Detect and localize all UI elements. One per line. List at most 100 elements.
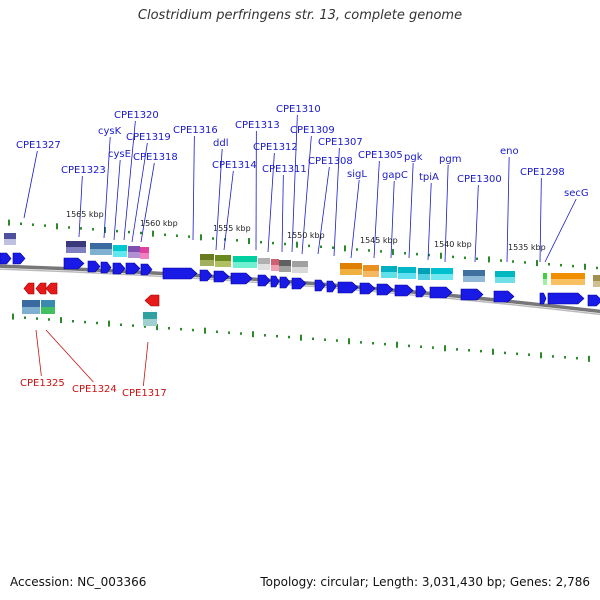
protein-feature (279, 260, 291, 272)
tick-mark (324, 338, 326, 341)
forward-gene-arrow (493, 290, 515, 303)
forward-gene-label: tpiA (419, 172, 439, 183)
forward-gene-label: eno (500, 146, 519, 157)
tick-mark (452, 255, 454, 259)
leader-line (333, 147, 340, 257)
tick-mark (384, 342, 386, 346)
leader-line (408, 162, 414, 259)
tick-mark (404, 251, 406, 255)
tick-mark (396, 341, 398, 348)
tick-mark (48, 318, 50, 321)
forward-gene-label: secG (564, 188, 589, 199)
forward-gene-arrow (162, 267, 198, 280)
leader-line (390, 180, 395, 259)
tick-mark (444, 345, 446, 352)
forward-gene-label: CPE1312 (253, 142, 298, 153)
tick-mark (192, 328, 194, 332)
scale-label: 1565 kbp (66, 210, 104, 219)
forward-gene-arrow (257, 274, 271, 287)
tick-mark (332, 246, 334, 249)
leader-line (291, 114, 298, 253)
tick-mark (540, 352, 542, 359)
tick-mark (476, 257, 478, 260)
tick-mark (552, 355, 554, 358)
tick-mark (236, 239, 238, 242)
forward-gene-arrow (376, 283, 394, 296)
reverse-gene-arrow (35, 282, 47, 295)
tick-mark (12, 313, 14, 320)
protein-feature (140, 247, 149, 259)
protein-feature (90, 243, 112, 255)
forward-gene-arrow (337, 281, 359, 294)
forward-gene-arrow (547, 292, 585, 305)
protein-feature (22, 300, 40, 314)
tick-mark (204, 327, 206, 334)
gene-labels: CPE1327CPE1323cysKcysECPE1320CPE1319CPE1… (16, 104, 589, 399)
tick-mark (32, 223, 34, 226)
protein-feature-bars (4, 233, 600, 326)
protein-feature (66, 241, 86, 253)
tick-mark (296, 241, 298, 248)
label-leader-lines (23, 114, 577, 387)
forward-gene-arrow (460, 288, 484, 301)
leader-line (373, 160, 380, 259)
tick-mark (456, 348, 458, 351)
tick-mark (524, 261, 526, 264)
leader-line (474, 184, 479, 263)
protein-feature (128, 246, 140, 258)
protein-feature (258, 258, 270, 270)
tick-mark (248, 238, 250, 245)
tick-mark (560, 263, 562, 267)
protein-feature (593, 275, 600, 287)
tick-mark (576, 356, 578, 360)
forward-gene-arrow (100, 261, 112, 274)
forward-gene-label: CPE1327 (16, 140, 61, 151)
forward-gene-arrow (270, 275, 280, 288)
forward-gene-label: CPE1318 (133, 152, 178, 163)
forward-gene-label: CPE1298 (520, 167, 565, 178)
forward-gene-label: CPE1307 (318, 137, 363, 148)
forward-gene-label: CPE1314 (212, 160, 257, 171)
forward-gene-label: pgm (439, 154, 461, 165)
tick-mark (132, 324, 134, 327)
tick-mark (464, 256, 466, 260)
tick-mark (564, 356, 566, 359)
tick-mark (188, 235, 190, 238)
tick-mark (72, 319, 74, 323)
leader-line (140, 162, 155, 243)
protein-feature (292, 261, 308, 273)
leader-line (544, 198, 577, 263)
tick-mark (180, 327, 182, 331)
leader-line (131, 142, 148, 243)
tick-mark (228, 331, 230, 334)
forward-gene-label: CPE1305 (358, 150, 403, 161)
tick-mark (356, 248, 358, 251)
tick-mark (36, 317, 38, 320)
protein-feature (143, 312, 157, 326)
tick-mark (368, 249, 370, 252)
tick-mark (24, 316, 26, 319)
leader-line (301, 135, 312, 255)
tick-mark (276, 334, 278, 338)
protein-feature (233, 256, 257, 268)
protein-feature (551, 273, 585, 285)
tick-mark (212, 237, 214, 240)
tick-mark (200, 234, 202, 241)
reverse-gene-arrow (23, 282, 35, 295)
forward-gene-arrow (359, 282, 376, 295)
tick-mark (80, 227, 82, 230)
accession-text: Accession: NC_003366 (10, 575, 147, 589)
tick-mark (308, 244, 310, 248)
tick-mark (516, 352, 518, 356)
tick-mark (344, 245, 346, 252)
leader-line (427, 182, 432, 261)
scale-label: 1535 kbp (508, 243, 546, 252)
tick-mark (8, 219, 10, 226)
tick-mark (536, 260, 538, 267)
reverse-gene-label: CPE1324 (72, 384, 117, 395)
forward-gene-arrow (112, 262, 126, 275)
tick-mark (260, 240, 262, 244)
forward-gene-label: cysK (98, 126, 122, 137)
tick-mark (252, 331, 254, 338)
tick-mark (360, 341, 362, 344)
